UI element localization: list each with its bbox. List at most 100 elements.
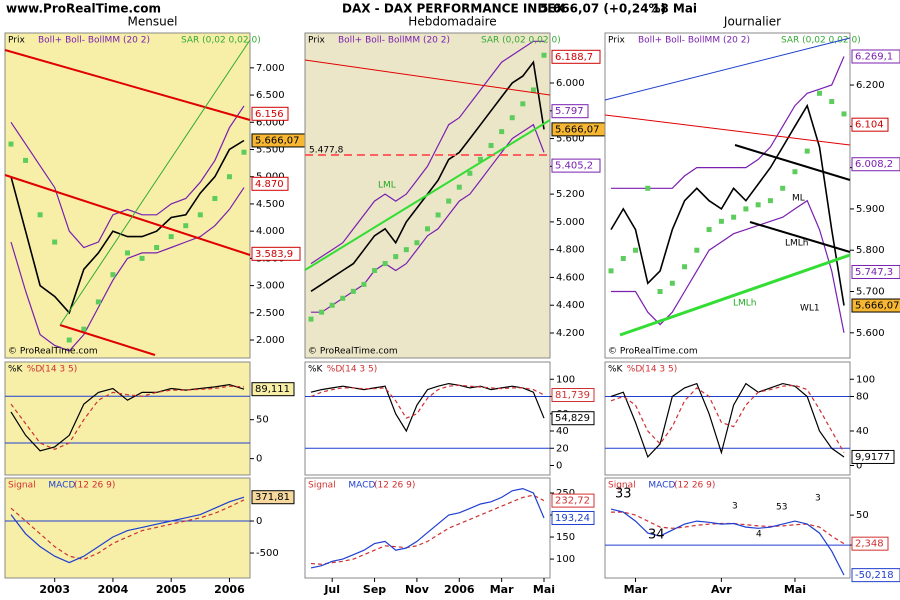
- x-tick-label: Mar: [490, 583, 514, 596]
- sar-dot: [488, 143, 494, 148]
- value-label: 2,348: [855, 539, 884, 550]
- value-label: 5.747,3: [855, 267, 893, 278]
- y-tick-label: 7.000: [256, 63, 285, 74]
- series-line: [310, 494, 545, 565]
- value-box: [251, 106, 289, 121]
- panel-title: Mensuel: [128, 15, 178, 29]
- y-tick-label: 4.000: [256, 226, 285, 237]
- legend-entry: (14 3 5): [642, 365, 678, 375]
- legend-entry: Prix: [608, 36, 625, 46]
- value-label: 5.405,2: [555, 161, 593, 172]
- legend-entry: SAR (0,02 0,02 0): [781, 36, 861, 46]
- value-box: [551, 158, 601, 173]
- value-label: 54,829: [555, 413, 590, 424]
- wave-label: 3: [815, 494, 821, 504]
- y-tick-label: 5.600: [856, 328, 885, 339]
- y-tick-label: 5.000: [556, 217, 585, 228]
- y-tick-label: 0: [856, 461, 862, 472]
- value-box: [551, 49, 601, 64]
- drawings: [4, 37, 851, 356]
- sar-dot: [154, 244, 160, 250]
- sar-dot: [241, 149, 247, 155]
- y-tick-label: 5.500: [256, 144, 285, 155]
- y-tick-label: 50: [256, 415, 269, 426]
- legend-entry: %D: [627, 365, 643, 375]
- y-tick-label: 6.000: [556, 78, 585, 89]
- panel-background: [304, 361, 551, 476]
- sar-dot: [841, 111, 847, 117]
- legend-entry: %K: [308, 365, 324, 375]
- legend-entry: Signal: [608, 481, 636, 491]
- value-box: [851, 536, 889, 551]
- legend-entry: MACD: [48, 481, 75, 491]
- sar-dot: [792, 169, 798, 175]
- legend-entry: %K: [8, 365, 24, 375]
- legend-entry: (12 26 9): [74, 481, 115, 491]
- sar-dot: [350, 288, 356, 294]
- y-tick-label: 40: [556, 426, 569, 437]
- wave-label: 3: [732, 502, 738, 512]
- sar-dot: [767, 198, 773, 204]
- date: 18 Mai: [652, 2, 697, 16]
- y-tick-label: -500: [256, 548, 279, 559]
- y-tick-label: 80: [856, 392, 869, 403]
- series-line: [610, 508, 845, 576]
- wave-label: 53: [776, 503, 787, 513]
- sar-dot: [168, 234, 174, 240]
- sar-dot: [804, 148, 810, 154]
- notes: 5.477,8 LML ML LMLh LMLh WL1 33 34 3 4 5…: [309, 146, 821, 543]
- value-label: 5.666,07: [255, 135, 300, 146]
- watermark: © ProRealTime.com: [608, 347, 698, 357]
- legend-entry: (14 3 5): [42, 365, 78, 375]
- x-tick-label: 2005: [156, 583, 187, 596]
- sar-dot: [329, 302, 335, 308]
- legend-entry: Boll+ Boll- BollMM (20 2): [338, 36, 450, 46]
- trend-line: [749, 221, 851, 253]
- series-line: [10, 499, 245, 561]
- y-tick-label: 4.400: [556, 300, 585, 311]
- series-line: [310, 382, 545, 433]
- sar-dot: [446, 198, 452, 204]
- sar-dot: [530, 87, 536, 93]
- sar-dot: [37, 212, 43, 218]
- sar-dot: [382, 261, 388, 267]
- x-tick-label: 2006: [444, 583, 475, 596]
- sar-dot: [81, 326, 87, 332]
- y-tick-label: 100: [856, 374, 875, 385]
- y-tick-label: 250: [556, 488, 575, 499]
- value-label: -50,218: [855, 570, 894, 581]
- trend-line: [4, 49, 251, 121]
- sar-dot: [23, 157, 29, 163]
- y-tick-label: 0: [256, 516, 262, 527]
- trend-line: [304, 119, 551, 271]
- value-label: 6.188,7: [555, 52, 593, 63]
- note: ML: [792, 194, 805, 204]
- y-tick-label: 5.600: [556, 134, 585, 145]
- y-tick-label: 4.600: [556, 272, 585, 283]
- value-box: [851, 117, 889, 132]
- wave-label: 4: [756, 530, 762, 540]
- value-box: [851, 264, 900, 279]
- x-tick-label: Mar: [624, 583, 648, 596]
- value-label: 5.666,07: [855, 301, 900, 312]
- legend-entry: (12 26 9): [374, 481, 415, 491]
- y-tick-label: 50: [856, 510, 869, 521]
- y-tick-label: 6.500: [256, 90, 285, 101]
- note: WL1: [800, 304, 820, 314]
- panel-background: [4, 361, 251, 476]
- panel-background: [4, 477, 251, 579]
- series-line: [610, 382, 845, 459]
- series-line: [310, 40, 544, 265]
- sar-dot: [226, 174, 232, 180]
- trend-line: [619, 253, 851, 337]
- channel-line: [59, 39, 251, 326]
- sar-dot: [706, 227, 712, 233]
- legend-entry: SAR (0,02 0,02 0): [481, 36, 561, 46]
- sar-dot: [718, 218, 724, 224]
- legend-entry: SAR (0,02 0,02 0): [181, 36, 261, 46]
- x-tick-label: 2004: [98, 583, 129, 596]
- legend-entry: MACD: [648, 481, 675, 491]
- note: LMLh: [785, 239, 809, 249]
- value-label: 6.104: [855, 120, 884, 131]
- legend-entry: Boll+ Boll- BollMM (20 2): [638, 36, 750, 46]
